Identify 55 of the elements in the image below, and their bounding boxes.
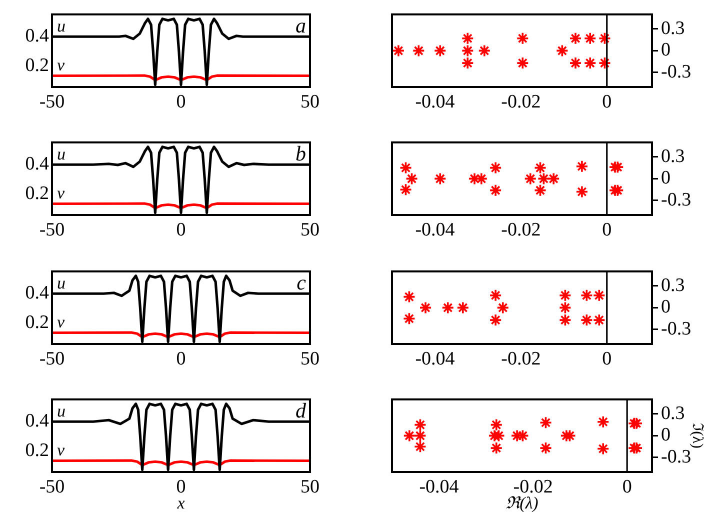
y-tick-label: 0.2 bbox=[25, 55, 49, 76]
y-tick-label: 0.2 bbox=[25, 312, 49, 334]
x-tick-label: 0 bbox=[602, 91, 612, 112]
annotation: a bbox=[296, 13, 306, 38]
y-tick-label: -0.3 bbox=[661, 318, 692, 340]
y-tick-label: 0.4 bbox=[25, 282, 50, 304]
x-tick-label: -50 bbox=[39, 348, 65, 370]
y-tick-label: 0.3 bbox=[661, 402, 685, 424]
series-label: v bbox=[57, 184, 65, 203]
y-tick-label: -0.3 bbox=[661, 61, 692, 82]
y-tick-label: -0.3 bbox=[661, 189, 692, 210]
annotation: b bbox=[296, 141, 306, 166]
x-tick-label: 50 bbox=[300, 219, 320, 240]
x-tick-label: -0.02 bbox=[501, 219, 541, 240]
x-tick-label: 0 bbox=[176, 91, 186, 112]
x-tick-label: 50 bbox=[300, 91, 320, 112]
y-axis-title: ℑ(λ) bbox=[689, 423, 706, 448]
annotation: d bbox=[296, 398, 306, 422]
x-tick-label: 0 bbox=[602, 348, 612, 370]
y-tick-label: 0.3 bbox=[661, 146, 685, 167]
x-tick-label: -50 bbox=[39, 219, 65, 240]
y-tick-label: -0.3 bbox=[661, 446, 692, 468]
y-tick-label: 0.3 bbox=[661, 18, 685, 39]
x-tick-label: -0.04 bbox=[415, 219, 456, 240]
x-tick-label: -0.02 bbox=[501, 91, 541, 112]
x-tick-label: -50 bbox=[39, 476, 65, 498]
series-label: u bbox=[57, 144, 66, 164]
x-tick-label: 0 bbox=[602, 219, 612, 240]
x-tick-label: -0.04 bbox=[419, 476, 460, 498]
x-tick-label: 50 bbox=[300, 348, 320, 370]
y-tick-label: 0.4 bbox=[25, 410, 50, 432]
x-tick-label: -0.04 bbox=[415, 91, 456, 112]
x-tick-label: -0.02 bbox=[501, 348, 541, 370]
y-tick-label: 0.2 bbox=[25, 440, 49, 462]
y-tick-label: 0.4 bbox=[25, 26, 50, 47]
x-tick-label: 0 bbox=[176, 219, 186, 240]
x-tick-label: 50 bbox=[300, 476, 320, 498]
y-tick-label: 0 bbox=[661, 40, 670, 61]
x-tick-label: -0.04 bbox=[415, 348, 456, 370]
x-tick-label: -50 bbox=[39, 91, 65, 112]
y-tick-label: 0.4 bbox=[25, 154, 50, 175]
series-label: v bbox=[57, 312, 65, 332]
x-tick-label: 0 bbox=[622, 476, 632, 498]
x-tick-label: 0 bbox=[176, 348, 186, 370]
series-label: v bbox=[57, 56, 65, 75]
annotation: c bbox=[296, 270, 307, 294]
series-label: u bbox=[57, 274, 66, 293]
y-tick-label: 0 bbox=[661, 424, 670, 446]
y-tick-label: 0 bbox=[661, 168, 670, 189]
y-tick-label: 0.3 bbox=[661, 274, 685, 296]
y-tick-label: 0 bbox=[661, 296, 670, 318]
series-label: v bbox=[57, 440, 65, 460]
series-label: u bbox=[57, 16, 66, 36]
y-tick-label: 0.2 bbox=[25, 183, 49, 204]
series-label: u bbox=[57, 402, 66, 421]
